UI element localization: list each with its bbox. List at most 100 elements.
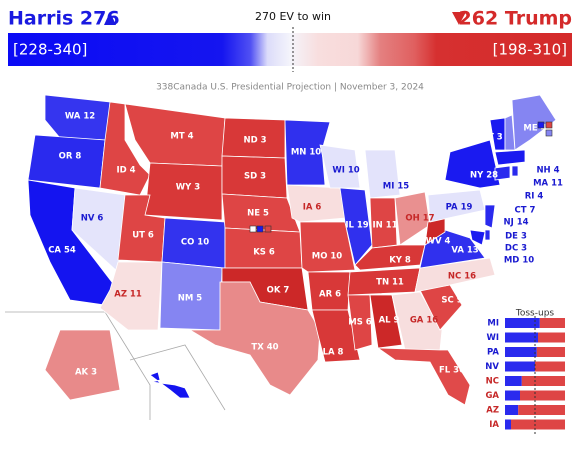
down-arrow	[452, 12, 466, 25]
inset-border	[5, 311, 151, 420]
state-label: TN 11	[376, 278, 404, 288]
tossup-title: Toss-ups	[515, 309, 555, 319]
state-label: AR 6	[319, 290, 341, 300]
tossup-left	[505, 332, 538, 343]
state-label: OH 17	[405, 214, 434, 224]
state-label: KS 6	[253, 248, 275, 258]
tossup-label: IA	[489, 420, 499, 430]
tossup-left	[505, 419, 511, 430]
state-label: NM 5	[178, 294, 203, 304]
state	[299, 221, 356, 273]
inset-border	[129, 344, 226, 411]
state-label: NC 16	[448, 272, 476, 282]
map: WA 12 OR 8 CA 54 NV 6 ID 4 MT 4 WY 3 UT 6 AZ 11 C…	[27, 94, 563, 409]
state-label: NJ 14	[503, 218, 528, 228]
tossup-right	[536, 347, 565, 357]
state	[369, 294, 403, 349]
district-marker	[256, 225, 264, 233]
state	[444, 139, 501, 189]
state-label: FL 30	[439, 366, 465, 376]
right-range: [198-310]	[493, 41, 567, 59]
state	[414, 257, 496, 293]
state-label: WI 10	[332, 166, 359, 176]
state-label: MT 4	[170, 132, 193, 142]
state-label: PA 19	[446, 203, 473, 213]
state-label: WV 4	[426, 237, 451, 247]
left-range: [228-340]	[13, 41, 87, 59]
state-label: CA 54	[48, 246, 76, 256]
state-label: CO 10	[181, 238, 209, 248]
projection-strip	[8, 33, 572, 66]
state	[27, 134, 106, 189]
state	[511, 165, 519, 177]
tossup-label: NV	[485, 362, 499, 372]
tossup-label: MI	[487, 319, 499, 329]
state-label: VA 13	[451, 246, 478, 256]
state-label: IL 19	[345, 221, 368, 231]
tossup-left	[505, 405, 519, 415]
state-label: MN 10	[291, 148, 321, 158]
state	[364, 149, 401, 199]
district-marker	[264, 225, 272, 233]
state-label: SC 9	[441, 296, 462, 306]
tossup-right	[538, 332, 565, 343]
state-label: WA 12	[65, 112, 95, 122]
tossup-label: WI	[486, 333, 499, 343]
tossup-chart: Toss-ups MI WI PA NV NC GA AZ IA	[485, 309, 565, 435]
state	[511, 94, 557, 151]
state	[339, 187, 373, 266]
tossup-right	[518, 405, 565, 415]
state-label: ID 4	[116, 166, 135, 176]
state	[391, 291, 443, 351]
state-label: MD 10	[504, 256, 534, 266]
tossup-left	[505, 376, 522, 386]
up-arrow	[104, 12, 116, 25]
state	[347, 294, 373, 351]
state	[484, 229, 491, 241]
district-marker	[249, 225, 257, 233]
tossup-right	[520, 390, 565, 401]
state-label: VT 3	[481, 133, 502, 143]
district-marker	[537, 121, 545, 129]
tossup-label: NC	[486, 377, 499, 387]
state-label: CT 7	[515, 206, 536, 216]
state-label: LA 8	[323, 348, 344, 358]
state-label: OK 7	[267, 286, 290, 296]
state-label: AL 9	[379, 316, 400, 326]
state-label: GA 16	[410, 316, 438, 326]
tossup-left	[505, 347, 537, 357]
state-label: HI 4	[166, 399, 185, 409]
state	[311, 309, 361, 363]
state-label: OR 8	[59, 152, 82, 162]
state	[484, 204, 496, 229]
state	[188, 281, 321, 396]
left-candidate: Harris 276	[8, 8, 120, 30]
state-label: MI 15	[383, 182, 409, 192]
state-label: AZ 11	[114, 290, 142, 300]
district-marker	[545, 121, 553, 129]
state-label: DE 3	[505, 232, 527, 242]
state	[376, 347, 471, 406]
tossup-label: GA	[485, 391, 499, 401]
state-label: IA 6	[303, 203, 322, 213]
state-label: IN 11	[372, 221, 397, 231]
state	[319, 144, 361, 189]
state	[494, 149, 526, 166]
state	[44, 329, 121, 401]
tossup-right	[539, 318, 565, 328]
tossup-right	[535, 361, 565, 372]
subtitle: 338Canada U.S. Presidential Projection |…	[156, 83, 424, 93]
tossup-left	[505, 361, 535, 372]
tossup-right	[511, 419, 565, 430]
state	[494, 165, 511, 181]
tossup-left	[505, 318, 540, 328]
tossup-label: PA	[487, 348, 499, 358]
state-label: KY 8	[389, 256, 411, 266]
state-label: ND 3	[243, 136, 266, 146]
tossup-right	[521, 376, 565, 386]
state-label: NY 28	[470, 171, 498, 181]
state-label: NE 5	[247, 209, 269, 219]
state-label: MO 10	[312, 252, 343, 262]
state-label: AK 3	[75, 368, 97, 378]
